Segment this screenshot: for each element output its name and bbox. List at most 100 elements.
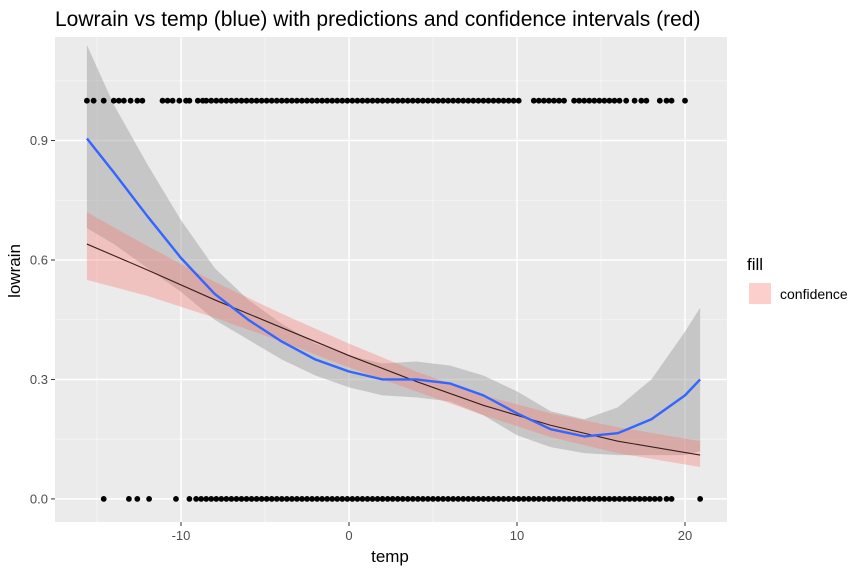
data-point-lowrain-1 [581, 97, 588, 104]
data-point-lowrain-1 [169, 97, 176, 104]
data-point-lowrain-1 [263, 97, 270, 104]
data-point-lowrain-0 [126, 496, 132, 502]
data-point-lowrain-0 [379, 496, 386, 502]
data-point-lowrain-0 [646, 496, 653, 502]
data-point-lowrain-1 [90, 97, 97, 104]
data-point-lowrain-1 [663, 97, 670, 104]
data-point-lowrain-0 [445, 496, 452, 502]
data-point-lowrain-0 [616, 496, 623, 502]
data-point-lowrain-1 [445, 97, 452, 104]
data-point-lowrain-1 [460, 97, 467, 104]
data-point-lowrain-0 [243, 496, 250, 502]
data-point-lowrain-1 [164, 97, 171, 104]
data-point-lowrain-0 [450, 496, 457, 502]
data-point-lowrain-0 [510, 496, 517, 502]
data-point-lowrain-0 [465, 496, 472, 502]
data-point-lowrain-1 [379, 97, 386, 104]
data-point-lowrain-0 [294, 496, 300, 502]
data-point-lowrain-0 [389, 496, 396, 502]
data-point-lowrain-0 [399, 496, 406, 502]
data-point-lowrain-0 [571, 496, 578, 502]
data-point-lowrain-1 [455, 97, 462, 104]
data-point-lowrain-0 [414, 496, 421, 502]
data-point-lowrain-1 [551, 97, 557, 104]
data-point-lowrain-1 [243, 97, 250, 104]
data-point-lowrain-0 [556, 496, 562, 502]
data-point-lowrain-1 [546, 97, 552, 104]
data-point-lowrain-0 [268, 496, 275, 502]
x-tick-label: -10 [172, 528, 191, 543]
data-point-lowrain-0 [263, 496, 270, 502]
data-point-lowrain-0 [636, 496, 643, 502]
data-point-lowrain-1 [159, 97, 166, 104]
data-point-lowrain-1 [344, 97, 351, 104]
data-point-lowrain-0 [359, 496, 366, 502]
data-point-lowrain-1 [186, 97, 193, 104]
data-point-lowrain-1 [339, 97, 346, 104]
data-point-lowrain-1 [374, 97, 381, 104]
y-tick-label: 0.9 [30, 133, 48, 148]
data-point-lowrain-0 [223, 496, 230, 502]
data-point-lowrain-1 [556, 97, 562, 104]
data-point-lowrain-1 [571, 97, 578, 104]
data-point-lowrain-0 [546, 496, 552, 502]
lines-layer [85, 137, 701, 456]
data-point-lowrain-0 [525, 496, 532, 502]
data-point-lowrain-0 [319, 496, 326, 502]
data-point-lowrain-0 [278, 496, 285, 502]
data-point-lowrain-1 [389, 97, 396, 104]
data-point-lowrain-0 [329, 496, 336, 502]
data-point-lowrain-0 [596, 496, 603, 502]
data-point-lowrain-1 [591, 97, 598, 104]
data-point-lowrain-0 [309, 496, 315, 502]
data-point-lowrain-1 [576, 97, 583, 104]
data-point-lowrain-1 [233, 97, 240, 104]
data-point-lowrain-0 [146, 496, 152, 502]
data-point-lowrain-1 [258, 97, 265, 104]
data-point-lowrain-0 [530, 496, 537, 502]
data-point-lowrain-1 [450, 97, 457, 104]
y-axis-ticks: 0.0 0.3 0.6 0.9 [30, 133, 55, 506]
y-tick-label: 0.3 [30, 372, 48, 387]
data-point-lowrain-1 [394, 97, 401, 104]
data-point-lowrain-1 [218, 97, 225, 104]
y-tick-label: 0.6 [30, 252, 48, 267]
data-point-lowrain-0 [134, 496, 141, 502]
data-point-lowrain-1 [384, 97, 391, 104]
data-point-lowrain-1 [120, 97, 127, 104]
data-point-lowrain-0 [304, 496, 310, 502]
chart-title: Lowrain vs temp (blue) with predictions … [55, 8, 700, 31]
data-point-lowrain-0 [535, 496, 542, 502]
data-point-lowrain-1 [470, 97, 477, 104]
data-point-lowrain-1 [134, 97, 141, 104]
data-point-lowrain-0 [455, 496, 462, 502]
data-point-lowrain-1 [304, 97, 310, 104]
confidence-band [86, 212, 701, 468]
data-point-lowrain-0 [430, 496, 436, 502]
data-point-lowrain-1 [606, 97, 613, 104]
data-point-lowrain-1 [294, 97, 300, 104]
data-point-lowrain-0 [203, 496, 210, 502]
data-point-lowrain-1 [354, 97, 361, 104]
data-point-lowrain-0 [520, 496, 527, 502]
data-point-lowrain-1 [273, 97, 280, 104]
data-point-lowrain-1 [515, 97, 522, 104]
data-point-lowrain-1 [404, 97, 411, 104]
data-point-lowrain-1 [643, 97, 650, 104]
data-point-lowrain-1 [268, 97, 275, 104]
data-point-lowrain-1 [440, 97, 446, 104]
data-point-lowrain-0 [490, 496, 497, 502]
data-point-lowrain-1 [319, 97, 326, 104]
data-point-lowrain-1 [84, 97, 90, 104]
x-axis-title: temp [371, 547, 409, 566]
legend-key-confidence [749, 283, 771, 304]
data-point-lowrain-1 [495, 97, 502, 104]
data-point-lowrain-0 [500, 496, 507, 502]
data-point-lowrain-1 [253, 97, 260, 104]
data-point-lowrain-0 [551, 496, 557, 502]
data-point-lowrain-1 [682, 97, 688, 104]
data-point-lowrain-1 [414, 97, 421, 104]
data-point-lowrain-1 [485, 97, 492, 104]
data-point-lowrain-1 [668, 97, 675, 104]
data-point-lowrain-0 [495, 496, 502, 502]
